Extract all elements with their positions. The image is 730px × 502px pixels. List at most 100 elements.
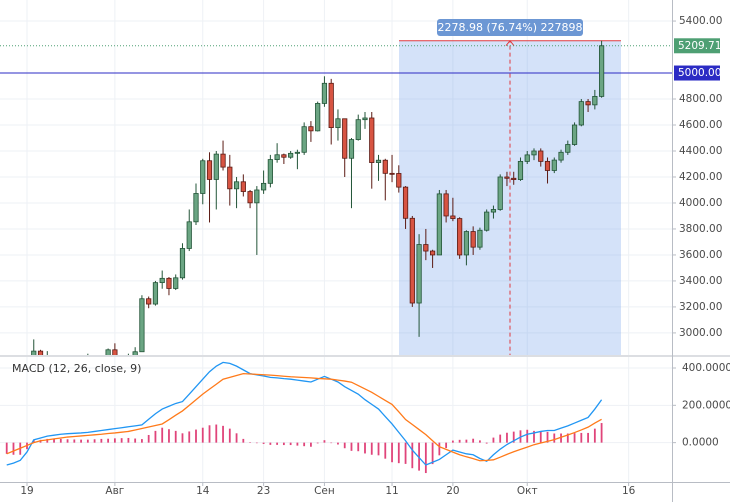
histogram-bar	[458, 439, 461, 443]
histogram-bar	[357, 442, 360, 452]
histogram-bar	[573, 433, 576, 443]
histogram-bar	[404, 442, 407, 464]
histogram-bar	[46, 438, 49, 443]
candle-body	[112, 349, 118, 355]
y-tick-label: 3600.00	[679, 249, 722, 261]
histogram-bar	[411, 442, 414, 469]
histogram-bar	[384, 442, 387, 459]
candle-body	[206, 160, 213, 180]
candle-body	[200, 160, 206, 194]
y-tick-label: 4000.00	[679, 197, 722, 209]
candle-body	[585, 101, 591, 106]
candle-body	[517, 160, 524, 180]
candle-body	[382, 159, 388, 174]
histogram-bar	[445, 442, 448, 449]
candle-body	[592, 96, 598, 106]
candle-body	[443, 193, 449, 217]
histogram-bar	[113, 438, 116, 443]
histogram-bar	[59, 438, 62, 443]
candle-body	[429, 250, 436, 256]
candle-body	[396, 173, 402, 188]
y-tick-label: 4200.00	[679, 171, 722, 183]
histogram-bar	[303, 442, 306, 447]
histogram-bar	[560, 433, 562, 443]
histogram-bar	[249, 442, 251, 443]
candle-body	[159, 277, 165, 284]
histogram-bar	[566, 433, 569, 443]
histogram-bar	[438, 442, 441, 456]
histogram-bar	[154, 430, 157, 443]
candle-body	[477, 229, 483, 248]
histogram-bar	[276, 442, 279, 445]
candle-body	[288, 152, 294, 158]
histogram-bar	[86, 439, 89, 443]
candle-body	[254, 189, 260, 204]
histogram-bar	[533, 430, 535, 443]
histogram-bar	[120, 438, 123, 443]
candle-body	[504, 176, 510, 179]
macd-title: MACD (12, 26, close, 9)	[12, 362, 141, 375]
histogram-bar	[424, 442, 427, 474]
histogram-bar	[539, 431, 542, 443]
candle-body	[578, 101, 584, 126]
candle-body	[139, 298, 145, 353]
candle-body	[342, 118, 348, 159]
x-tick-label: 11	[385, 485, 398, 497]
histogram-bar	[289, 442, 292, 446]
histogram-bar	[479, 440, 481, 443]
candle-body	[260, 182, 267, 191]
y-tick-label: 3800.00	[679, 223, 722, 235]
candle-body	[179, 248, 186, 279]
histogram-bar	[222, 425, 224, 443]
histogram-bar	[397, 442, 400, 464]
candle-body	[355, 119, 361, 140]
y-tick-label: 4400.00	[679, 145, 722, 157]
histogram-bar	[161, 427, 164, 443]
histogram-bar	[485, 442, 488, 444]
histogram-bar	[93, 439, 96, 443]
candle-body	[558, 151, 564, 161]
candle-body	[146, 298, 152, 305]
candle-body	[565, 144, 571, 153]
histogram-bar	[242, 438, 245, 443]
histogram-bar	[282, 442, 285, 446]
y-tick-label: 3200.00	[679, 301, 722, 313]
candle-body	[497, 176, 503, 210]
candle-body	[470, 231, 476, 248]
horizontal-line-badge	[674, 65, 720, 81]
horizontal-line-label: 5000.00	[678, 67, 721, 79]
candle-body	[362, 117, 368, 121]
candle-body	[31, 350, 37, 355]
candle-body	[240, 181, 246, 192]
last-price-badge	[674, 38, 720, 54]
y-tick-label: 200.0000	[682, 399, 730, 411]
histogram-bar	[492, 437, 495, 443]
candle-body	[490, 209, 497, 213]
y-tick-label: 4800.00	[679, 93, 722, 105]
candle-body	[220, 153, 226, 168]
x-tick-label: 14	[196, 485, 210, 497]
candle-body	[213, 153, 219, 180]
histogram-bar	[553, 433, 556, 443]
y-tick-label: 400.0000	[682, 362, 730, 374]
x-tick-label: 20	[446, 485, 459, 497]
x-tick-label: 19	[20, 485, 33, 497]
measure-label-box	[437, 19, 583, 36]
candle-body	[416, 244, 422, 304]
y-tick-label: 5400.00	[679, 15, 722, 27]
histogram-bar	[499, 434, 502, 443]
candle-body	[531, 150, 537, 156]
candle-body	[571, 124, 578, 145]
candle-body	[369, 117, 375, 163]
histogram-bar	[235, 433, 238, 443]
histogram-bar	[350, 442, 353, 451]
histogram-bar	[12, 442, 15, 455]
candle-body	[544, 160, 551, 171]
histogram-bar	[208, 425, 211, 443]
histogram-bar	[188, 431, 191, 443]
histogram-bar	[53, 438, 55, 443]
candle-body	[484, 211, 490, 231]
candle-body	[281, 154, 287, 158]
